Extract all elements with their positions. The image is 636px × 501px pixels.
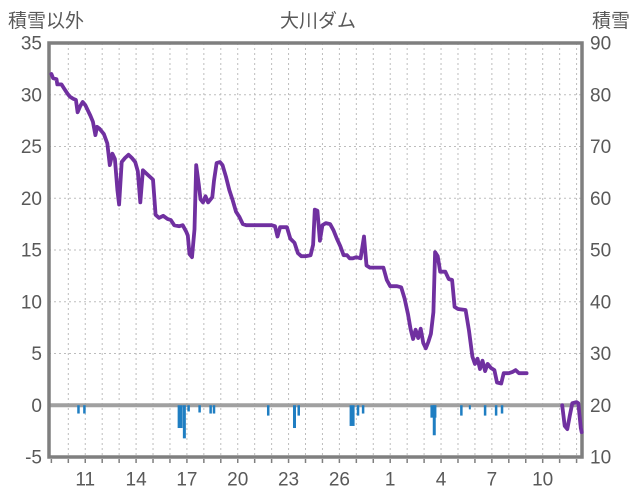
x-axis-tick-label: 4	[436, 470, 447, 491]
plot-border	[47, 41, 584, 459]
right-axis-tick-label: 80	[590, 85, 611, 106]
precip-bar	[177, 405, 183, 429]
precip-bar	[198, 405, 201, 413]
right-axis-tick-label: 90	[590, 34, 611, 55]
x-axis-tick-label: 26	[329, 470, 350, 491]
x-axis-tick-label: 23	[278, 470, 299, 491]
precip-bar	[500, 405, 504, 414]
x-axis-tick-label: 20	[227, 470, 248, 491]
precip-bar	[432, 405, 436, 436]
precip-bar	[483, 405, 487, 416]
chart-title: 大川ダム	[279, 11, 356, 32]
x-axis-tick-label: 14	[126, 470, 148, 491]
left-axis-tick-label: 20	[21, 189, 42, 210]
right-axis-tick-label: 60	[590, 189, 611, 210]
precip-bar	[212, 405, 216, 414]
snow-depth-line	[49, 72, 529, 386]
x-axis-tick-label: 17	[176, 470, 197, 491]
left-axis-tick-label: 15	[21, 241, 42, 262]
precip-bar	[209, 405, 212, 414]
precip-bar	[349, 405, 355, 426]
right-axis-tick-label: 50	[590, 241, 611, 262]
left-axis-tick-label: 10	[21, 292, 42, 313]
precip-bar	[468, 405, 471, 410]
x-axis-tick-label: 1	[385, 470, 396, 491]
left-axis-tick-label: 30	[21, 85, 42, 106]
precip-bar	[297, 405, 300, 416]
left-axis-title: 積雪以外	[8, 11, 85, 32]
right-axis-title: 積雪	[591, 11, 630, 32]
snow-depth-line	[560, 400, 584, 435]
precip-bar	[460, 405, 463, 416]
right-axis-tick-label: 30	[590, 344, 611, 365]
precip-bar	[361, 405, 365, 414]
right-axis-tick-label: 70	[590, 137, 611, 158]
precip-bar	[266, 405, 270, 416]
precip-bar	[356, 405, 360, 416]
precip-bar	[77, 405, 80, 414]
precip-bar	[187, 405, 190, 412]
left-axis-tick-label: 0	[31, 396, 42, 417]
precip-bar	[83, 405, 86, 414]
right-axis-tick-label: 20	[590, 396, 611, 417]
precip-bar	[292, 405, 296, 429]
x-axis-tick-label: 7	[487, 470, 498, 491]
right-axis-tick-label: 40	[590, 292, 611, 313]
right-axis-tick-label: 10	[590, 448, 611, 469]
x-axis-tick-label: 10	[532, 470, 553, 491]
left-axis-tick-label: 35	[21, 34, 42, 55]
left-axis-tick-label: -5	[25, 448, 42, 469]
left-axis-tick-label: 25	[21, 137, 42, 158]
precip-bar	[182, 405, 186, 439]
left-axis-tick-label: 5	[31, 344, 42, 365]
x-axis-tick-label: 11	[75, 470, 95, 491]
precip-bar	[494, 405, 498, 416]
